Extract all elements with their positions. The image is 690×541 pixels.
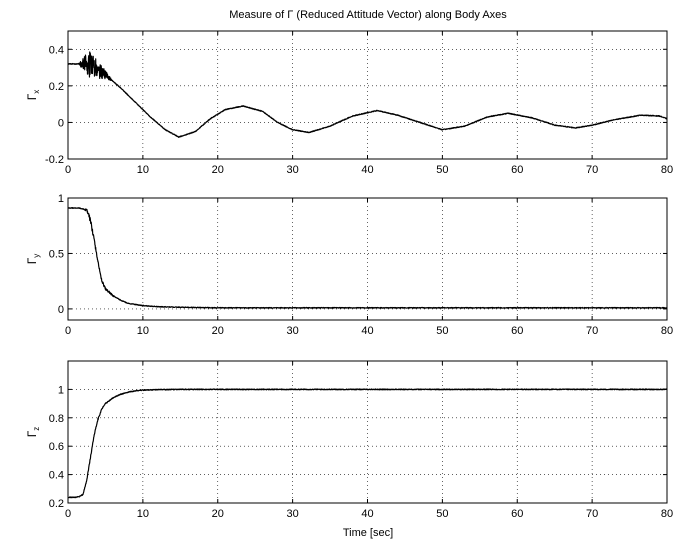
x-tick-label: 10 (137, 508, 149, 520)
y-tick-label: 1 (58, 193, 64, 205)
subplot-gamma-x: 0 10 20 30 40 50 60 70 80-0.200.20.4 Γx (25, 30, 673, 176)
x-tick-label: 50 (436, 508, 448, 520)
series-line (67, 207, 668, 309)
svg-text:Γz: Γz (25, 427, 41, 438)
x-tick-label: 70 (586, 508, 598, 520)
grid-lines (68, 197, 667, 320)
y-tick-label: 0.4 (49, 44, 64, 56)
grid-lines (68, 361, 667, 503)
x-tick-label: 70 (586, 325, 598, 337)
y-tick-label: 0.5 (49, 248, 64, 260)
x-tick-label: 20 (212, 164, 224, 176)
x-tick-label: 30 (287, 508, 299, 520)
y-tick-label: 0.2 (49, 498, 64, 510)
x-tick-label: 30 (287, 164, 299, 176)
y-tick-label: 0.4 (49, 470, 64, 482)
grid-lines (68, 31, 667, 159)
figure-title: Measure of Γ (Reduced Attitude Vector) a… (229, 9, 507, 21)
x-tick-label: 80 (661, 508, 673, 520)
x-tick-label: 70 (586, 164, 598, 176)
svg-text:Γy: Γy (25, 254, 41, 265)
tick-marks: 0 10 20 30 40 50 60 70 80 0 0.5 1 (49, 193, 673, 337)
subplot-gamma-y: 0 10 20 30 40 50 60 70 80 0 0.5 1 Γy (25, 193, 673, 337)
x-tick-label: 40 (361, 508, 373, 520)
series-line (67, 51, 668, 139)
y-tick-label: 1 (58, 384, 64, 396)
tick-marks: 0 10 20 30 40 50 60 70 80 0.2 0.4 0.6 0.8 1 (49, 361, 673, 520)
y-tick-label: 0.2 (49, 81, 64, 93)
x-tick-label: 20 (212, 508, 224, 520)
series-gamma-z (67, 388, 668, 499)
series-gamma-x (67, 51, 668, 139)
y-tick-label: 0.8 (49, 413, 64, 425)
x-tick-label: 80 (661, 164, 673, 176)
x-tick-label: 60 (511, 164, 523, 176)
tick-marks: 0 10 20 30 40 50 60 70 80-0.200.20.4 (45, 31, 673, 176)
series-gamma-y (67, 207, 668, 309)
x-tick-label: 40 (361, 164, 373, 176)
x-tick-label: 30 (287, 325, 299, 337)
x-tick-label: 50 (436, 164, 448, 176)
subplot-gamma-z: 0 10 20 30 40 50 60 70 80 0.2 0.4 0.6 0.8 1 Γz (25, 360, 673, 520)
y-axis-label: Γy (25, 254, 41, 265)
x-tick-label: 50 (436, 325, 448, 337)
x-tick-label: 0 (65, 325, 71, 337)
x-tick-label: 80 (661, 325, 673, 337)
x-tick-label: 60 (511, 325, 523, 337)
y-tick-label: 0.6 (49, 441, 64, 453)
x-tick-label: 0 (65, 508, 71, 520)
y-tick-label: -0.2 (45, 154, 64, 166)
svg-text:Γx: Γx (25, 90, 41, 101)
y-axis-label: Γz (25, 427, 41, 438)
y-tick-label: 0 (58, 117, 64, 129)
x-tick-label: 10 (137, 325, 149, 337)
y-axis-label: Γx (25, 90, 41, 101)
y-tick-label: 0 (58, 304, 64, 316)
x-tick-label: 20 (212, 325, 224, 337)
x-axis-label: Time [sec] (343, 527, 393, 539)
x-tick-label: 0 (65, 164, 71, 176)
series-line (67, 388, 668, 499)
x-tick-label: 40 (361, 325, 373, 337)
x-tick-label: 60 (511, 508, 523, 520)
x-tick-label: 10 (137, 164, 149, 176)
